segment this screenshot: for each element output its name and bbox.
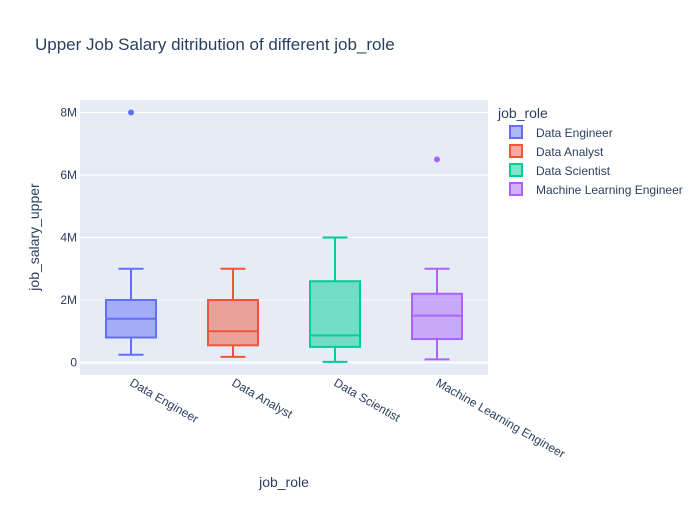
x-tick-labels: Data Engineer Data Analyst Data Scientist M… bbox=[128, 375, 568, 461]
legend-swatch bbox=[509, 125, 523, 139]
y-tick-label: 6M bbox=[60, 168, 77, 182]
x-tick-label: Data Scientist bbox=[332, 375, 404, 424]
y-tick-labels: 0 2M 4M 6M 8M bbox=[60, 106, 77, 370]
legend-label: Data Engineer bbox=[536, 126, 613, 140]
x-axis-title: job_role bbox=[258, 474, 309, 490]
iqr-box bbox=[309, 280, 361, 348]
x-tick-label: Data Analyst bbox=[230, 375, 296, 421]
x-tick-label: Data Engineer bbox=[128, 375, 201, 425]
y-axis-title: job_salary_upper bbox=[26, 183, 42, 292]
legend-label: Data Analyst bbox=[536, 145, 604, 159]
box-machine-learning-engineer[interactable] bbox=[411, 156, 463, 361]
legend-item-data-analyst[interactable]: Data Analyst bbox=[509, 144, 604, 159]
legend-label: Machine Learning Engineer bbox=[536, 183, 683, 197]
legend-item-data-engineer[interactable]: Data Engineer bbox=[509, 125, 613, 140]
legend-swatch bbox=[509, 163, 523, 177]
box-data-analyst[interactable] bbox=[207, 267, 259, 358]
box-data-engineer[interactable] bbox=[105, 109, 157, 356]
y-tick-label: 0 bbox=[70, 356, 77, 370]
y-tick-label: 2M bbox=[60, 293, 77, 307]
legend-item-data-scientist[interactable]: Data Scientist bbox=[509, 163, 611, 178]
outlier-point[interactable] bbox=[128, 109, 134, 116]
box-data-scientist[interactable] bbox=[309, 236, 361, 363]
y-tick-label: 4M bbox=[60, 231, 77, 245]
legend-title: job_role bbox=[497, 105, 548, 121]
legend[interactable]: Data Engineer Data Analyst Data Scientist M… bbox=[509, 125, 683, 197]
chart-title: Upper Job Salary ditribution of differen… bbox=[35, 35, 395, 54]
legend-label: Data Scientist bbox=[536, 164, 611, 178]
legend-item-machine-learning-engineer[interactable]: Machine Learning Engineer bbox=[509, 182, 683, 197]
outlier-point[interactable] bbox=[434, 156, 440, 163]
legend-swatch bbox=[509, 144, 523, 158]
iqr-box bbox=[207, 299, 259, 347]
box-series bbox=[105, 109, 463, 363]
x-tick-label: Machine Learning Engineer bbox=[434, 375, 568, 461]
legend-swatch bbox=[509, 182, 523, 196]
y-tick-label: 8M bbox=[60, 106, 77, 120]
